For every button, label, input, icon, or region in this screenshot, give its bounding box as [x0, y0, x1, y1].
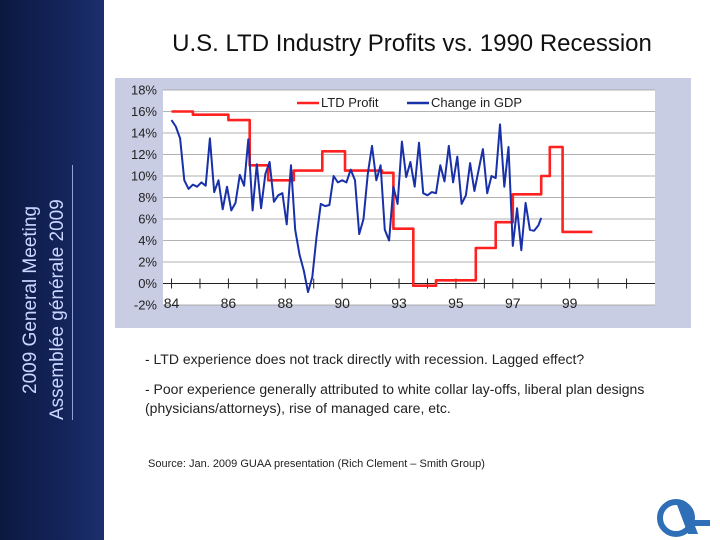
x-tick-label: 99 [562, 295, 578, 311]
x-tick-label: 95 [448, 295, 464, 311]
legend-label: Change in GDP [431, 95, 522, 110]
sidebar-divider [72, 165, 73, 420]
note-ltd-experience: - LTD experience does not track directly… [145, 351, 585, 367]
slide-title: U.S. LTD Industry Profits vs. 1990 Reces… [172, 30, 652, 57]
note-poor-experience: - Poor experience generally attributed t… [145, 381, 645, 416]
x-tick-label: 86 [221, 295, 237, 311]
x-tick-label: 93 [391, 295, 407, 311]
x-tick-label: 84 [164, 295, 180, 311]
x-tick-label: 88 [277, 295, 293, 311]
sidebar-meeting-title-fr: Assemblée générale 2009 [47, 199, 68, 420]
y-tick-label: 0% [138, 276, 157, 291]
x-tick-label: 90 [334, 295, 350, 311]
sidebar-meeting-title: 2009 General Meeting [20, 205, 41, 394]
legend-label: LTD Profit [321, 95, 379, 110]
logo-bar-icon [684, 520, 710, 526]
y-tick-label: 2% [138, 255, 157, 270]
y-tick-label: 12% [131, 147, 157, 162]
source-citation: Source: Jan. 2009 GUAA presentation (Ric… [148, 458, 485, 470]
y-tick-label: 8% [138, 190, 157, 205]
y-tick-label: 14% [131, 126, 157, 141]
sidebar: 2009 General Meeting Assemblée générale … [0, 0, 104, 540]
x-tick-label: 97 [505, 295, 521, 311]
line-chart: -2% 0% 2% 4% 6% 8% 10% 12% 14% 16% 18% 84 86 88 90 93 95… [131, 83, 655, 313]
sidebar-band [0, 0, 104, 540]
y-tick-label: 16% [131, 104, 157, 119]
y-tick-label: 6% [138, 212, 157, 227]
y-tick-label: 10% [131, 169, 157, 184]
y-tick-label: 18% [131, 83, 157, 98]
y-tick-label: 4% [138, 233, 157, 248]
organization-logo [657, 499, 710, 537]
y-tick-label: -2% [134, 298, 158, 313]
chart-panel: -2% 0% 2% 4% 6% 8% 10% 12% 14% 16% 18% 84 86 88 90 93 95… [115, 78, 691, 328]
series-line [170, 119, 543, 294]
